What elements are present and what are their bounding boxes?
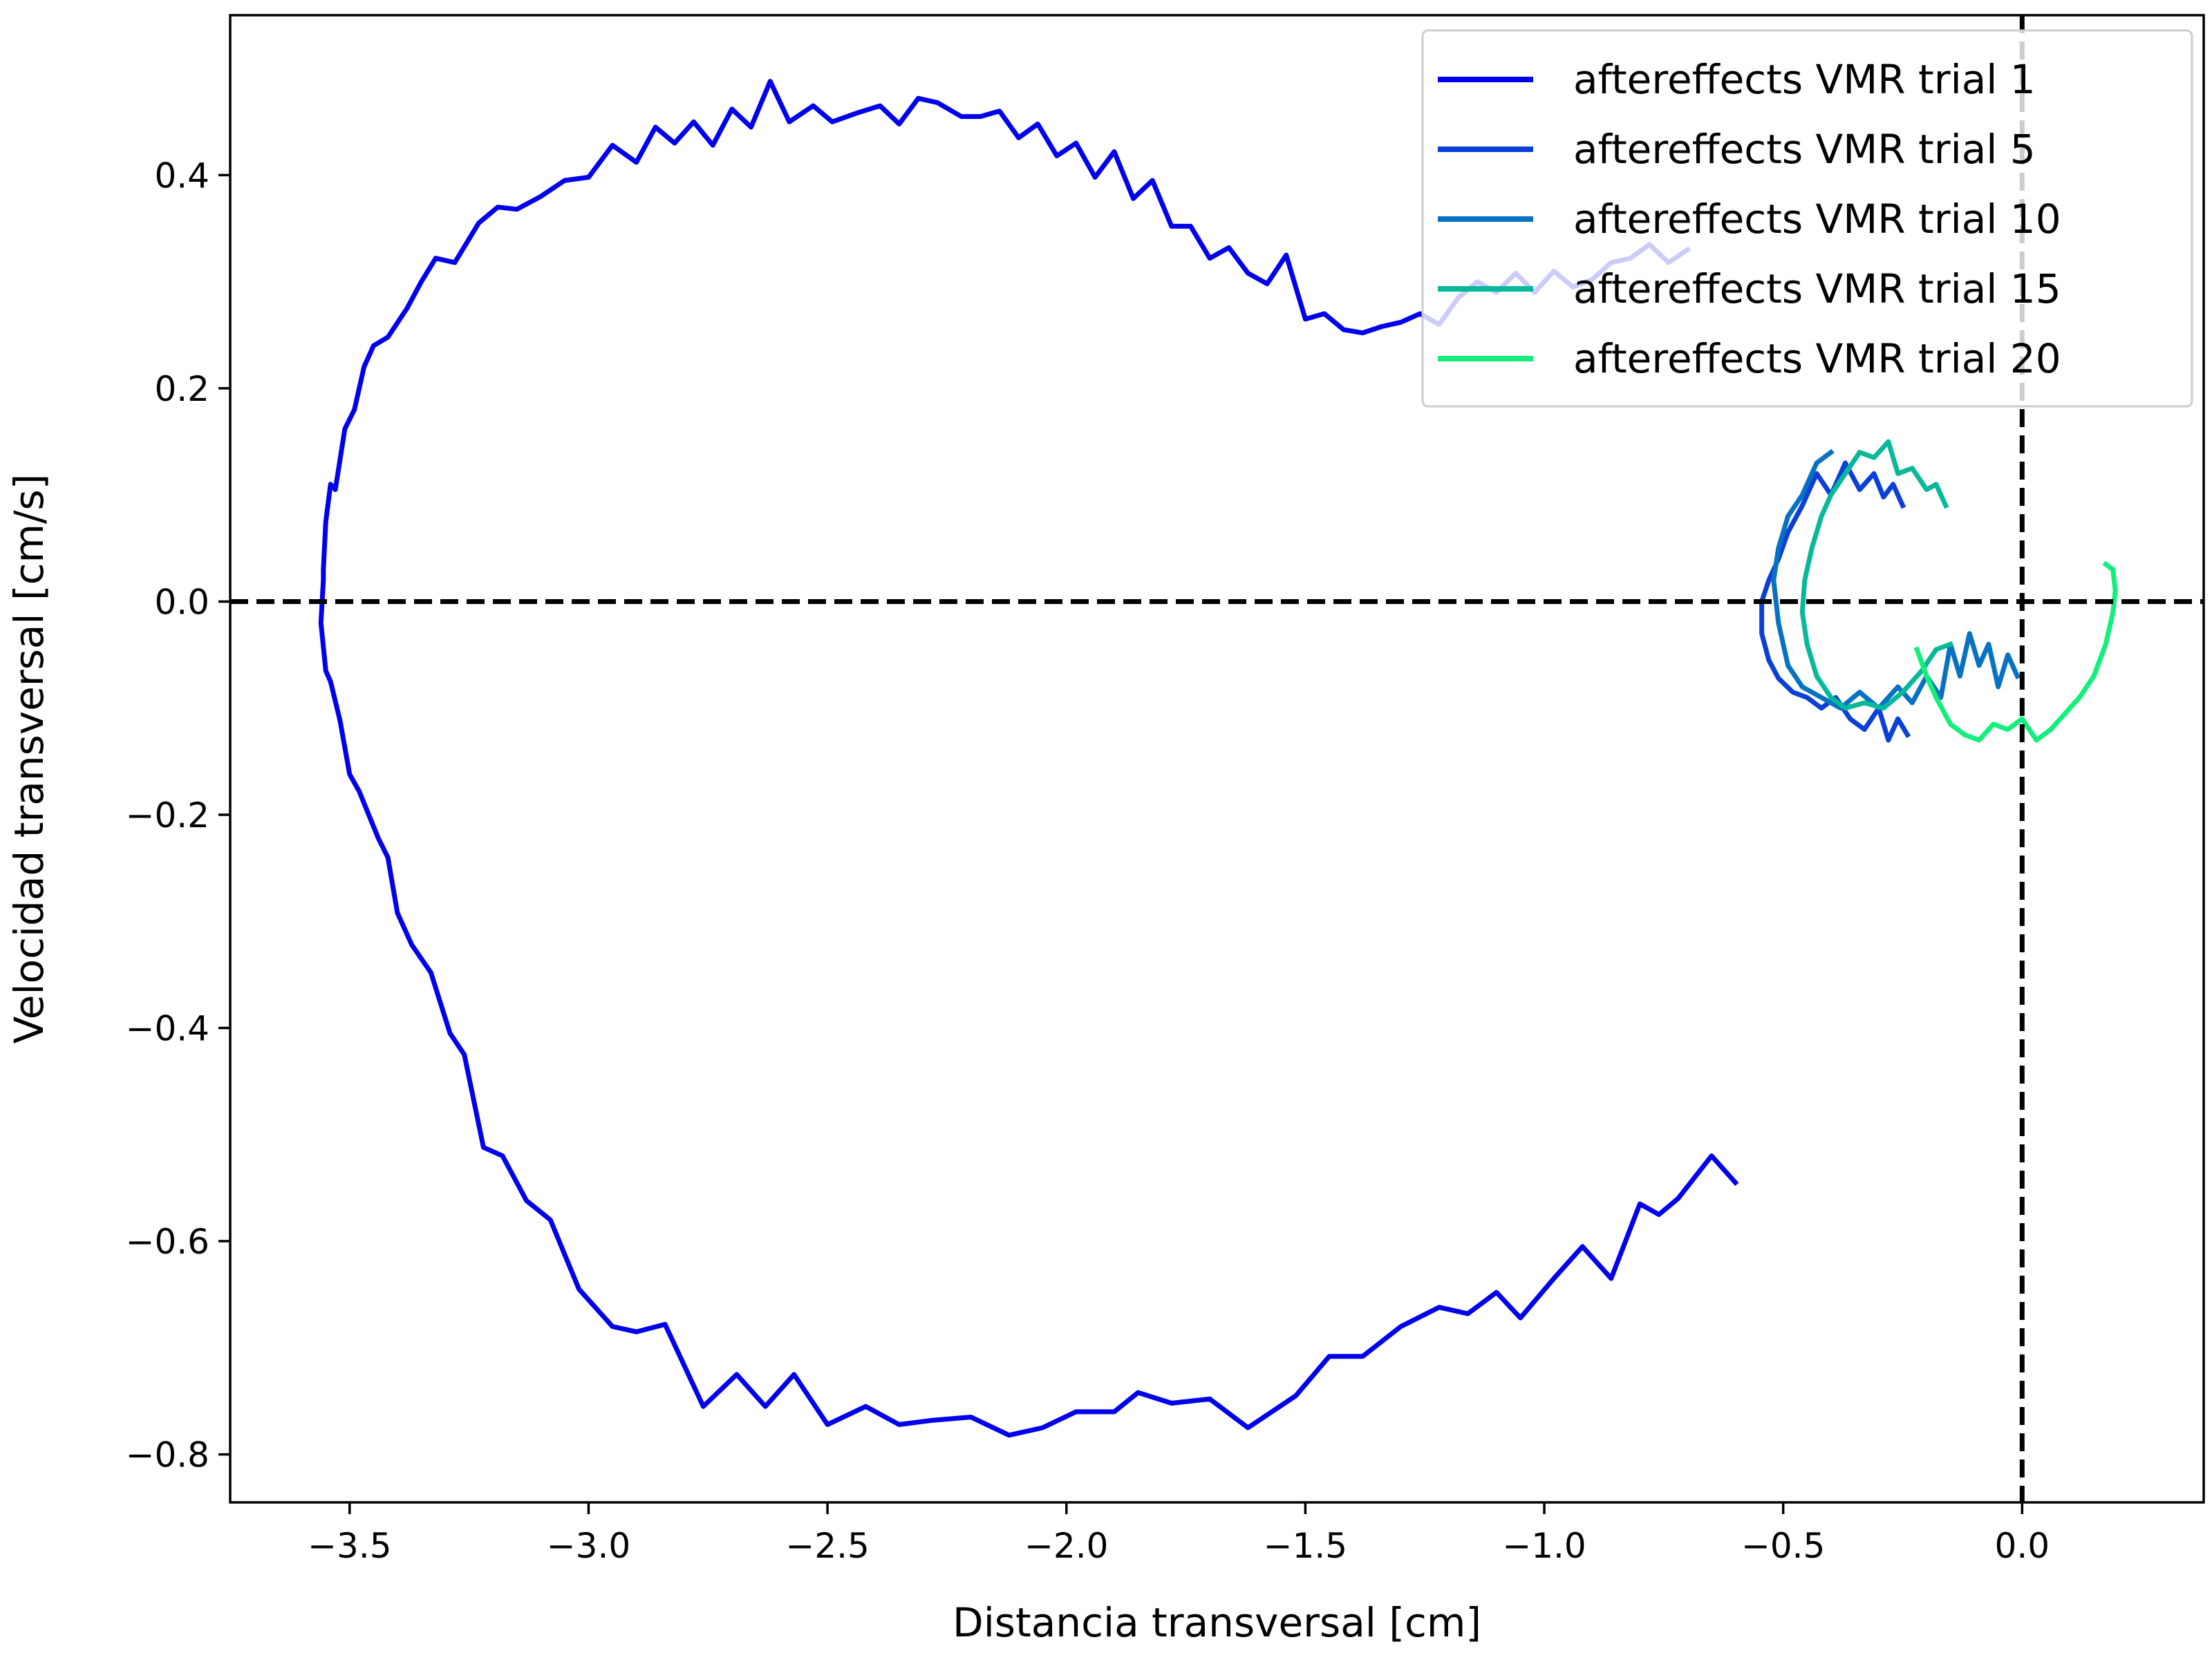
x-axis-title: Distancia transversal [cm]	[953, 1599, 1481, 1646]
x-ticks: −3.5 −3.0 −2.5 −2.0 −1.5 −1.0 −0.5 0.0	[308, 1502, 2050, 1566]
x-tick-label: −3.5	[308, 1526, 391, 1566]
x-tick-label: −0.5	[1741, 1526, 1825, 1566]
series-layer	[318, 79, 2118, 1438]
legend-label: aftereffects VMR trial 20	[1573, 335, 2061, 382]
y-ticks: 0.4 0.2 0.0 −0.2 −0.4 −0.6 −0.8	[126, 155, 230, 1475]
y-tick-label: −0.4	[126, 1009, 209, 1049]
x-tick-label: −3.0	[547, 1526, 630, 1566]
legend-label: aftereffects VMR trial 5	[1573, 126, 2036, 173]
legend-label: aftereffects VMR trial 15	[1573, 265, 2061, 312]
x-tick-label: −1.5	[1264, 1526, 1347, 1566]
x-tick-label: −2.5	[785, 1526, 869, 1566]
series-line-1	[318, 79, 1739, 1438]
x-tick-label: −1.0	[1502, 1526, 1586, 1566]
series-line-2	[1759, 460, 1911, 743]
plot-frame	[229, 14, 2205, 1504]
y-tick-label: −0.2	[126, 795, 209, 835]
legend-label: aftereffects VMR trial 10	[1573, 196, 2061, 243]
legend-items: aftereffects VMR trial 1 aftereffects VMR…	[1438, 56, 2061, 382]
legend-label: aftereffects VMR trial 1	[1573, 56, 2036, 103]
y-tick-label: 0.0	[154, 582, 209, 622]
y-tick-label: −0.6	[126, 1222, 209, 1262]
y-tick-label: −0.8	[126, 1435, 209, 1475]
x-tick-label: 0.0	[1995, 1526, 2050, 1566]
x-tick-label: −2.0	[1024, 1526, 1108, 1566]
series-line-5	[1913, 560, 2118, 743]
y-tick-label: 0.2	[154, 369, 209, 409]
series-line-4	[1799, 439, 1954, 711]
legend-box	[1421, 29, 2193, 408]
y-tick-label: 0.4	[154, 155, 209, 196]
y-axis-title: Velocidad transversal [cm/s]	[6, 474, 53, 1044]
legend: aftereffects VMR trial 1 aftereffects VMR…	[1421, 29, 2193, 408]
